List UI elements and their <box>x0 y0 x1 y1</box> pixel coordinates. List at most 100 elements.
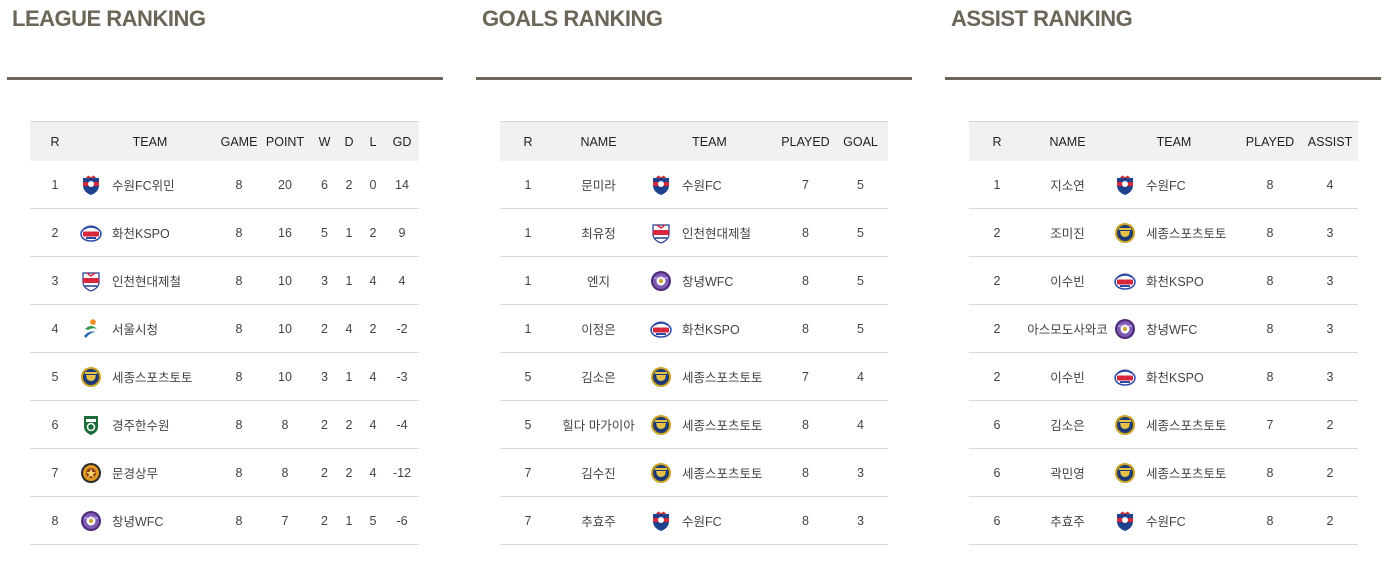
player-table-row: 2 이수빈 화천KSPO 8 3 <box>969 256 1358 305</box>
assists-cell: 4 <box>1302 161 1358 209</box>
goals-ranking-table: R NAME TEAM PLAYED GOAL 1 문미라 수원FC 7 5 1 최유정 인천… <box>500 121 888 545</box>
rank-cell: 2 <box>969 304 1025 353</box>
player-table-row: 6 추효주 수원FC 8 2 <box>969 496 1358 545</box>
team-name: 화천KSPO <box>1146 275 1204 289</box>
assist-ranking-panel: ASSIST RANKING R NAME TEAM PLAYED ASSIST… <box>939 0 1387 570</box>
played-cell: 8 <box>1238 304 1302 353</box>
points-cell: 8 <box>258 400 312 449</box>
player-table-row: 2 아스모도사와코 창녕WFC 8 3 <box>969 304 1358 353</box>
rank-cell: 2 <box>30 208 80 257</box>
rank-cell: 1 <box>500 208 556 257</box>
played-cell: 8 <box>778 256 833 305</box>
hwacheon-kspo-icon <box>1114 270 1136 292</box>
wins-cell: 5 <box>312 208 337 257</box>
draws-cell: 1 <box>337 352 361 401</box>
team-cell: 수원FC위민 <box>80 161 220 209</box>
league-ranking-panel: LEAGUE RANKING R TEAM GAME POINT W D L G… <box>0 0 450 570</box>
player-name-cell: 추효주 <box>556 496 641 545</box>
points-cell: 20 <box>258 161 312 209</box>
player-name-cell: 아스모도사와코 <box>1025 304 1110 353</box>
rank-cell: 5 <box>500 352 556 401</box>
team-cell: 세종스포츠토토 <box>641 400 778 449</box>
team-cell: 화천KSPO <box>1110 352 1238 401</box>
league-table-row: 8 창녕WFC 8 7 2 1 5 -6 <box>30 496 419 545</box>
wins-cell: 2 <box>312 496 337 545</box>
points-cell: 7 <box>258 496 312 545</box>
sejong-sportstoto-icon <box>80 366 102 388</box>
wins-cell: 2 <box>312 448 337 497</box>
rank-cell: 1 <box>500 161 556 209</box>
team-name: 세종스포츠토토 <box>682 467 763 481</box>
team-name: 창녕WFC <box>1146 323 1198 337</box>
suwon-fc-icon <box>1114 174 1136 196</box>
rank-cell: 2 <box>969 352 1025 401</box>
header-loss: L <box>361 121 385 161</box>
league-table-row: 6 경주한수원 8 8 2 2 4 -4 <box>30 400 419 449</box>
team-cell: 창녕WFC <box>1110 304 1238 353</box>
player-table-row: 1 최유정 인천현대제철 8 5 <box>500 208 888 257</box>
player-name-cell: 힐다 마가이아 <box>556 400 641 449</box>
played-cell: 8 <box>1238 496 1302 545</box>
games-cell: 8 <box>220 400 258 449</box>
player-name-cell: 이수빈 <box>1025 256 1110 305</box>
assists-cell: 3 <box>1302 256 1358 305</box>
played-cell: 8 <box>778 448 833 497</box>
player-table-row: 7 김수진 세종스포츠토토 8 3 <box>500 448 888 497</box>
rank-cell: 6 <box>30 400 80 449</box>
wins-cell: 6 <box>312 161 337 209</box>
player-table-row: 1 지소연 수원FC 8 4 <box>969 161 1358 209</box>
changnyeong-wfc-icon <box>1114 318 1136 340</box>
team-name: 문경상무 <box>112 467 159 481</box>
rank-cell: 4 <box>30 304 80 353</box>
played-cell: 7 <box>778 161 833 209</box>
team-cell: 세종스포츠토토 <box>641 352 778 401</box>
suwon-fc-icon <box>1114 510 1136 532</box>
team-name: 서울시청 <box>112 323 159 337</box>
league-table-row: 1 수원FC위민 8 20 6 2 0 14 <box>30 161 419 209</box>
league-table-row: 2 화천KSPO 8 16 5 1 2 9 <box>30 208 419 257</box>
rank-cell: 3 <box>30 256 80 305</box>
sejong-sportstoto-icon <box>650 462 672 484</box>
played-cell: 8 <box>778 496 833 545</box>
losses-cell: 4 <box>361 256 385 305</box>
team-name: 세종스포츠토토 <box>112 371 193 385</box>
player-name-cell: 김소은 <box>556 352 641 401</box>
goals-header-row: R NAME TEAM PLAYED GOAL <box>500 121 888 161</box>
rank-cell: 8 <box>30 496 80 545</box>
team-name: 수원FC <box>1146 179 1186 193</box>
team-cell: 화천KSPO <box>1110 256 1238 305</box>
assist-ranking-title: ASSIST RANKING <box>951 6 1133 31</box>
rank-cell: 7 <box>500 448 556 497</box>
team-cell: 창녕WFC <box>80 496 220 545</box>
rank-cell: 1 <box>500 304 556 353</box>
team-cell: 인천현대제철 <box>641 208 778 257</box>
player-table-row: 6 김소은 세종스포츠토토 7 2 <box>969 400 1358 449</box>
league-table-row: 3 인천현대제철 8 10 3 1 4 4 <box>30 256 419 305</box>
player-table-row: 2 조미진 세종스포츠토토 8 3 <box>969 208 1358 257</box>
played-cell: 7 <box>778 352 833 401</box>
team-name: 경주한수원 <box>112 419 170 433</box>
points-cell: 16 <box>258 208 312 257</box>
points-cell: 10 <box>258 304 312 353</box>
points-cell: 8 <box>258 448 312 497</box>
team-name: 인천현대제철 <box>112 275 182 289</box>
header-name: NAME <box>556 121 641 161</box>
incheon-hyundai-steel-icon <box>650 222 672 244</box>
assist-ranking-divider <box>945 77 1381 80</box>
draws-cell: 2 <box>337 161 361 209</box>
team-name: 수원FC <box>1146 515 1186 529</box>
hwacheon-kspo-icon <box>80 222 102 244</box>
assists-cell: 3 <box>1302 304 1358 353</box>
player-table-row: 2 이수빈 화천KSPO 8 3 <box>969 352 1358 401</box>
league-table-row: 4 서울시청 8 10 2 4 2 -2 <box>30 304 419 353</box>
player-table-row: 1 엔지 창녕WFC 8 5 <box>500 256 888 305</box>
goal-difference-cell: -4 <box>385 400 419 449</box>
changnyeong-wfc-icon <box>80 510 102 532</box>
team-name: 수원FC위민 <box>112 179 175 193</box>
rank-cell: 6 <box>969 448 1025 497</box>
games-cell: 8 <box>220 256 258 305</box>
assists-cell: 2 <box>1302 400 1358 449</box>
goal-difference-cell: -3 <box>385 352 419 401</box>
team-cell: 수원FC <box>1110 161 1238 209</box>
sejong-sportstoto-icon <box>1114 462 1136 484</box>
